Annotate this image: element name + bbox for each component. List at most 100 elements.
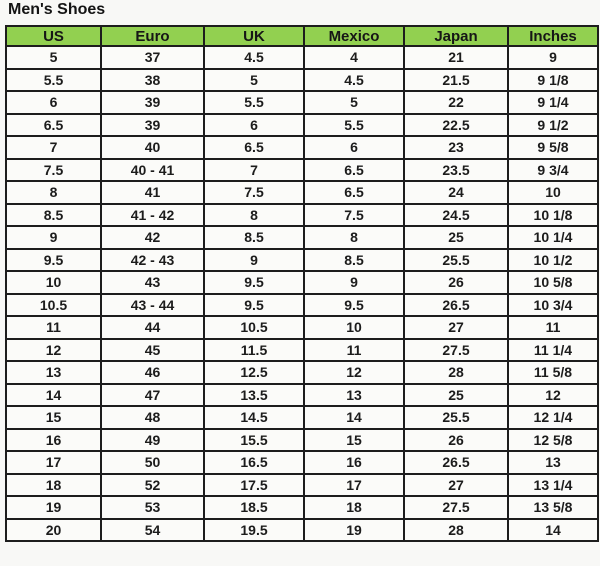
table-cell: 17	[303, 472, 405, 497]
table-cell: 8.5	[5, 202, 102, 227]
table-cell: 53	[100, 495, 205, 520]
table-cell: 7.5	[303, 202, 405, 227]
column-header-japan: Japan	[403, 25, 509, 47]
table-cell: 48	[100, 405, 205, 430]
table-cell: 12	[507, 382, 599, 407]
table-cell: 14.5	[203, 405, 305, 430]
table-cell: 26	[403, 270, 509, 295]
table-cell: 10	[507, 180, 599, 205]
table-cell: 13.5	[203, 382, 305, 407]
table-cell: 11	[507, 315, 599, 340]
table-cell: 6	[5, 90, 102, 115]
table-cell: 8	[203, 202, 305, 227]
table-cell: 4.5	[303, 67, 405, 92]
table-cell: 24	[403, 180, 509, 205]
table-cell: 10	[5, 270, 102, 295]
table-cell: 11 5/8	[507, 360, 599, 385]
table-cell: 27.5	[403, 495, 509, 520]
table-cell: 12 1/4	[507, 405, 599, 430]
table-cell: 8.5	[303, 247, 405, 272]
table-cell: 24.5	[403, 202, 509, 227]
table-cell: 18.5	[203, 495, 305, 520]
table-row: 19 53 18.5 18 27.5 13 5/8	[5, 495, 599, 520]
table-cell: 47	[100, 382, 205, 407]
table-cell: 9	[303, 270, 405, 295]
table-cell: 13 1/4	[507, 472, 599, 497]
table-cell: 12 5/8	[507, 427, 599, 452]
table-cell: 12	[5, 337, 102, 362]
table-cell: 17	[5, 450, 102, 475]
column-header-mexico: Mexico	[303, 25, 405, 47]
table-cell: 13	[303, 382, 405, 407]
table-row: 13 46 12.5 12 28 11 5/8	[5, 360, 599, 385]
table-cell: 16	[303, 450, 405, 475]
table-cell: 11	[303, 337, 405, 362]
table-cell: 15	[303, 427, 405, 452]
table-cell: 10 1/8	[507, 202, 599, 227]
table-row: 7 40 6.5 6 23 9 5/8	[5, 135, 599, 160]
table-cell: 25.5	[403, 405, 509, 430]
table-cell: 7	[203, 157, 305, 182]
table-cell: 5.5	[5, 67, 102, 92]
table-row: 14 47 13.5 13 25 12	[5, 382, 599, 407]
table-cell: 15.5	[203, 427, 305, 452]
table-cell: 9 1/8	[507, 67, 599, 92]
table-cell: 11.5	[203, 337, 305, 362]
table-cell: 16	[5, 427, 102, 452]
table-cell: 9 1/2	[507, 112, 599, 137]
table-cell: 7	[5, 135, 102, 160]
table-cell: 5	[303, 90, 405, 115]
table-cell: 40	[100, 135, 205, 160]
table-row: 10 43 9.5 9 26 10 5/8	[5, 270, 599, 295]
table-row: 9.5 42 - 43 9 8.5 25.5 10 1/2	[5, 247, 599, 272]
size-conversion-table: US Euro UK Mexico Japan Inches 5 37 4.5 4 21 9 5.5 3…	[5, 25, 599, 542]
table-cell: 8	[303, 225, 405, 250]
table-row: 17 50 16.5 16 26.5 13	[5, 450, 599, 475]
table-cell: 9	[507, 45, 599, 70]
table-row: 15 48 14.5 14 25.5 12 1/4	[5, 405, 599, 430]
table-cell: 12	[303, 360, 405, 385]
table-cell: 38	[100, 67, 205, 92]
table-cell: 13 5/8	[507, 495, 599, 520]
table-cell: 21	[403, 45, 509, 70]
table-cell: 9.5	[303, 292, 405, 317]
table-cell: 10 5/8	[507, 270, 599, 295]
column-header-euro: Euro	[100, 25, 205, 47]
table-row: 12 45 11.5 11 27.5 11 1/4	[5, 337, 599, 362]
table-cell: 14	[303, 405, 405, 430]
table-row: 18 52 17.5 17 27 13 1/4	[5, 472, 599, 497]
table-cell: 9 1/4	[507, 90, 599, 115]
table-cell: 45	[100, 337, 205, 362]
table-cell: 5.5	[203, 90, 305, 115]
table-row: 6.5 39 6 5.5 22.5 9 1/2	[5, 112, 599, 137]
table-cell: 52	[100, 472, 205, 497]
table-cell: 9	[5, 225, 102, 250]
table-row: 8 41 7.5 6.5 24 10	[5, 180, 599, 205]
table-cell: 49	[100, 427, 205, 452]
table-cell: 13	[507, 450, 599, 475]
table-cell: 26	[403, 427, 509, 452]
table-cell: 7.5	[5, 157, 102, 182]
column-header-inches: Inches	[507, 25, 599, 47]
table-cell: 25	[403, 382, 509, 407]
table-cell: 23	[403, 135, 509, 160]
table-cell: 6.5	[203, 135, 305, 160]
table-row: 9 42 8.5 8 25 10 1/4	[5, 225, 599, 250]
table-cell: 9.5	[203, 292, 305, 317]
table-cell: 28	[403, 517, 509, 542]
table-cell: 23.5	[403, 157, 509, 182]
table-cell: 14	[5, 382, 102, 407]
table-cell: 6.5	[303, 180, 405, 205]
table-row: 7.5 40 - 41 7 6.5 23.5 9 3/4	[5, 157, 599, 182]
table-cell: 41	[100, 180, 205, 205]
table-cell: 4	[303, 45, 405, 70]
table-row: 6 39 5.5 5 22 9 1/4	[5, 90, 599, 115]
table-cell: 6.5	[5, 112, 102, 137]
table-cell: 8	[5, 180, 102, 205]
table-cell: 27.5	[403, 337, 509, 362]
table-cell: 6	[203, 112, 305, 137]
table-cell: 21.5	[403, 67, 509, 92]
table-cell: 46	[100, 360, 205, 385]
table-cell: 37	[100, 45, 205, 70]
